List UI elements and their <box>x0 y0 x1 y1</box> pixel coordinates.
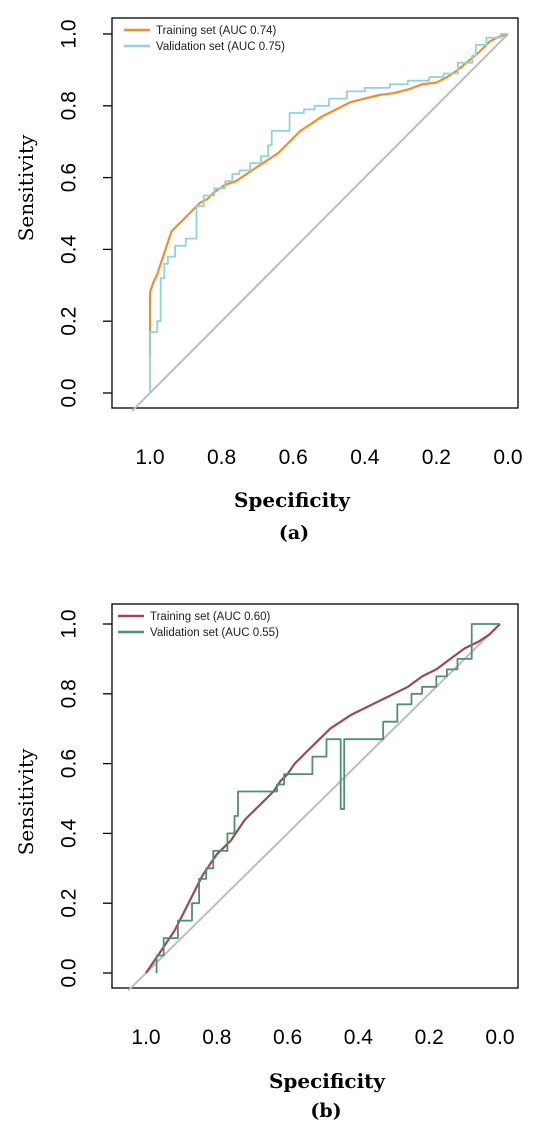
y-tick-label: 0.4 <box>57 818 80 848</box>
x-tick-label: 0.0 <box>493 446 522 469</box>
chart-panel-a: Sensitivity Specificity (a) 0.0 0.2 0.4 0.6… <box>14 17 523 544</box>
y-axis-label: Sensitivity <box>14 134 38 241</box>
legend-label: Validation set (AUC 0.55) <box>150 627 279 639</box>
y-tick-label: 0.4 <box>57 234 80 264</box>
x-tick-label: 0.4 <box>344 1026 374 1049</box>
y-tick-label: 0.6 <box>57 749 80 778</box>
panel-caption: (a) <box>279 522 309 544</box>
x-tick-label: 1.0 <box>131 1026 160 1049</box>
y-tick-label: 1.0 <box>57 19 80 48</box>
plot-frame <box>111 603 519 989</box>
x-tick-label: 0.8 <box>202 1026 231 1049</box>
reference-diagonal <box>127 623 501 992</box>
x-tick-label: 0.2 <box>422 446 451 469</box>
x-tick-label: 0.0 <box>485 1026 514 1049</box>
y-tick-label: 0.0 <box>57 958 80 987</box>
y-tick-label: 0.2 <box>57 307 80 336</box>
panel-caption: (b) <box>310 1100 341 1122</box>
series-line-1 <box>148 32 509 358</box>
x-tick-label: 0.6 <box>279 446 308 469</box>
legend-label: Validation set (AUC 0.75) <box>156 41 285 53</box>
x-tick-label: 0.6 <box>273 1026 302 1049</box>
x-tick-label: 0.8 <box>207 446 236 469</box>
series-line-2 <box>155 623 500 973</box>
y-tick-label: 0.6 <box>57 163 80 192</box>
y-tick-label: 0.0 <box>57 378 80 407</box>
y-axis-label: Sensitivity <box>14 748 38 855</box>
plot-frame <box>111 17 519 409</box>
x-tick-label: 0.4 <box>350 446 380 469</box>
x-tick-label: 1.0 <box>135 446 164 469</box>
y-tick-label: 1.0 <box>57 609 80 638</box>
y-tick-label: 0.8 <box>57 91 80 120</box>
x-axis-label: Specificity <box>234 488 351 512</box>
y-tick-label: 0.8 <box>57 679 80 708</box>
x-tick-label: 0.2 <box>415 1026 444 1049</box>
x-axis-label: Specificity <box>269 1069 386 1093</box>
legend-label: Training set (AUC 0.74) <box>156 25 277 37</box>
y-tick-label: 0.2 <box>57 889 80 918</box>
reference-diagonal <box>131 33 509 412</box>
chart-panel-b: Sensitivity Specificity (b) 0.0 0.2 0.4 0.6… <box>14 603 519 1122</box>
series-line-2 <box>149 33 508 393</box>
legend-label: Training set (AUC 0.60) <box>150 611 271 623</box>
